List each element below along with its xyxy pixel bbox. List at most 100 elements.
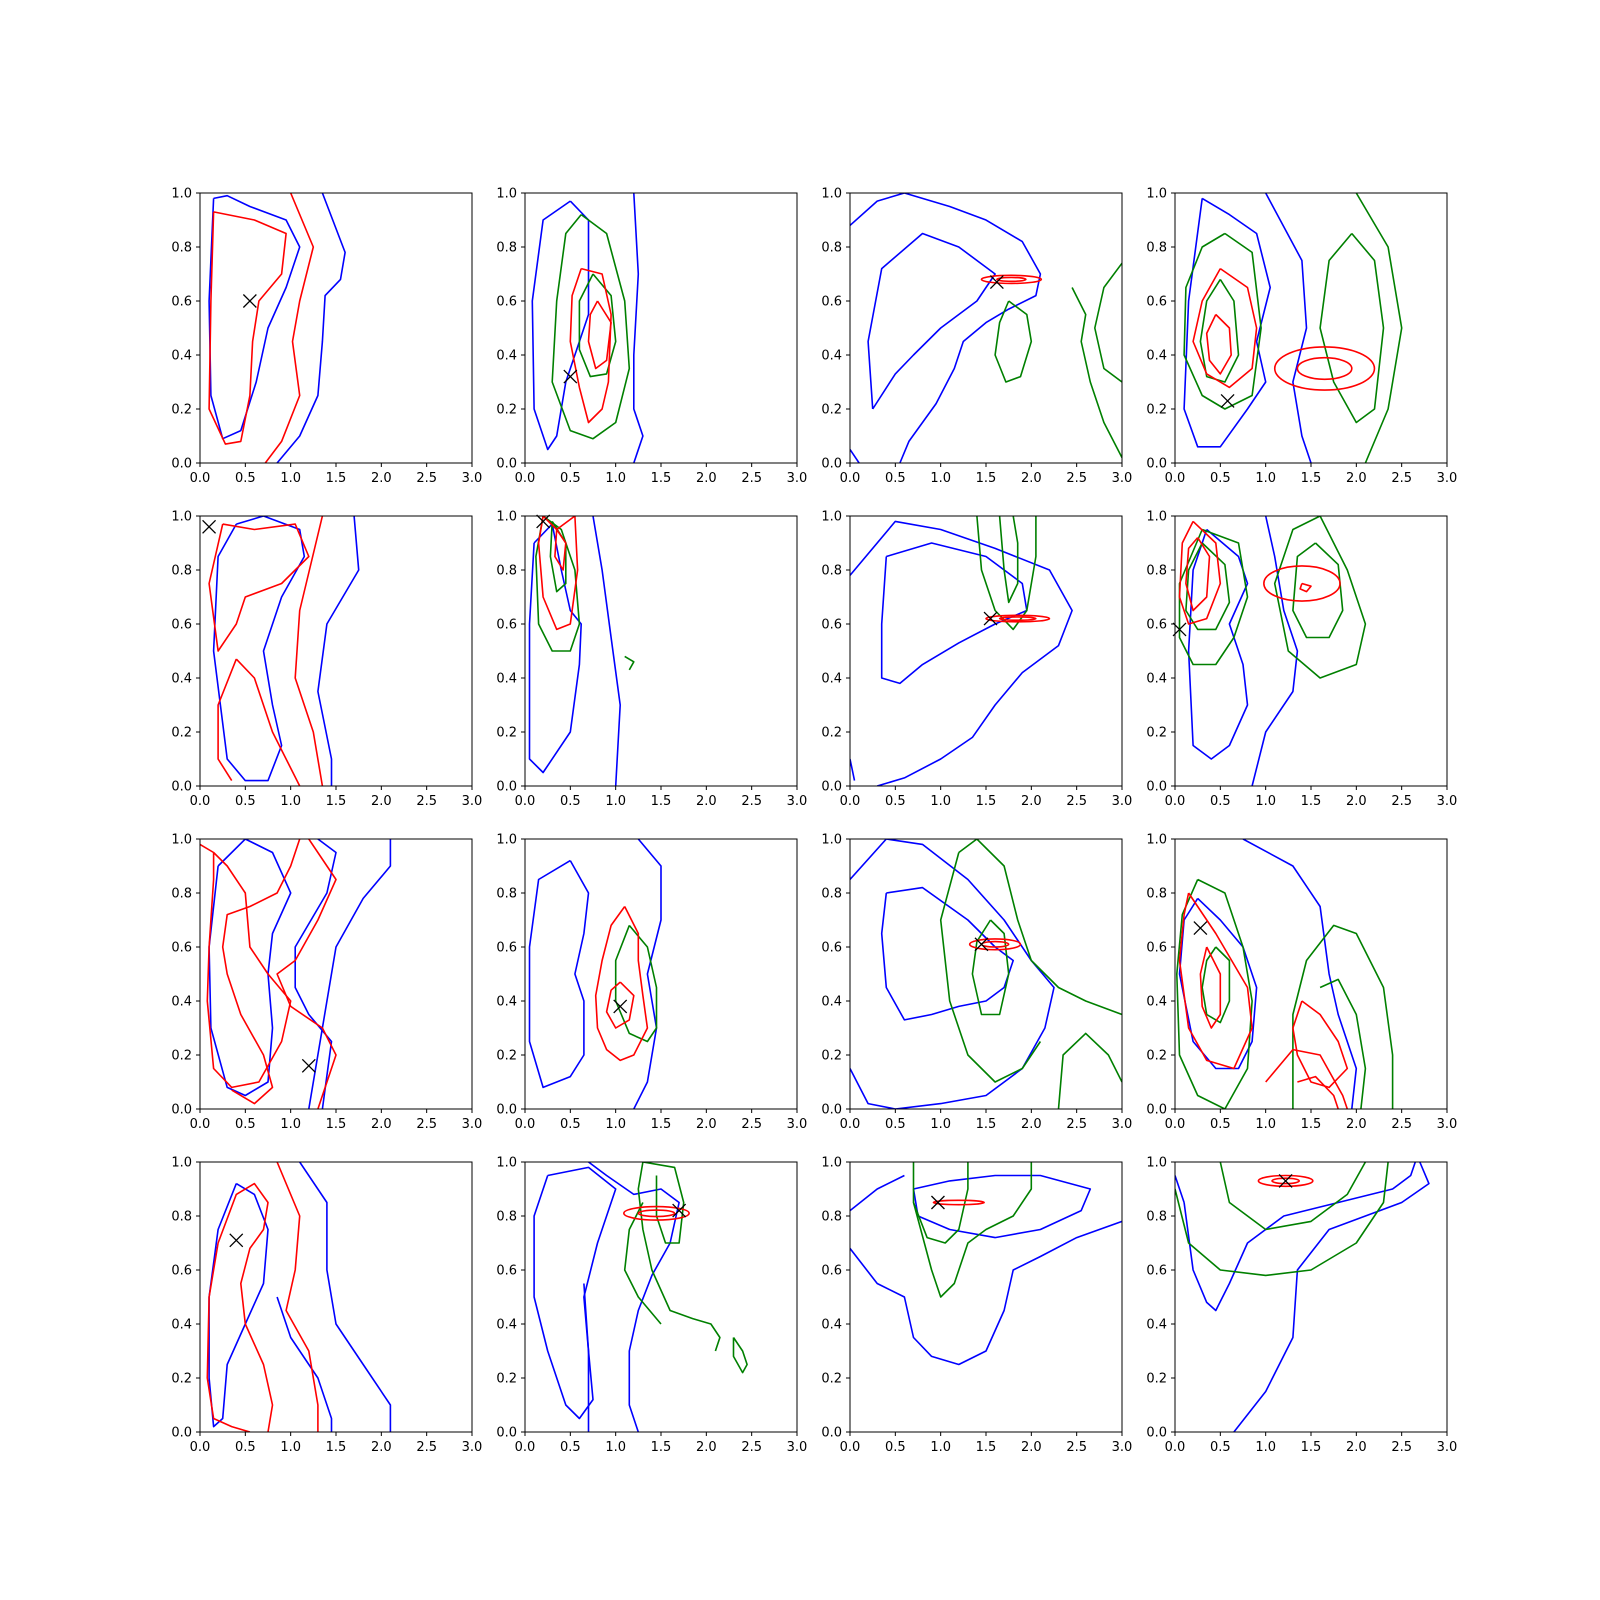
red-contour-line xyxy=(264,193,315,463)
blue-contour-line xyxy=(208,194,301,440)
y-tick-label: 0.8 xyxy=(1146,887,1167,902)
x-marker xyxy=(536,514,551,529)
axes-frame xyxy=(199,192,473,464)
red-contour-line xyxy=(1192,267,1258,389)
y-tick-label: 1.0 xyxy=(171,510,192,525)
green-contour-line xyxy=(976,516,1037,631)
y-tick-label: 0.4 xyxy=(1146,995,1167,1010)
x-tick-label: 2.5 xyxy=(416,471,437,486)
red-contour-line xyxy=(217,658,238,782)
red-contour-line xyxy=(980,274,1043,285)
contour-layer xyxy=(1178,516,1367,786)
x-tick-label: 2.0 xyxy=(371,1440,392,1455)
green-contour-line xyxy=(1185,542,1231,631)
x-tick-label: 2.0 xyxy=(1346,794,1367,809)
blue-contour-line xyxy=(533,1166,617,1420)
red-contour-line xyxy=(996,276,1027,283)
x-tick-label: 0.5 xyxy=(235,1117,256,1132)
green-contour-line xyxy=(1319,232,1385,424)
green-contour-line xyxy=(1292,924,1394,1109)
blue-contour-line xyxy=(531,200,590,451)
x-tick-label: 3.0 xyxy=(787,1117,808,1132)
y-tick-label: 0.6 xyxy=(1146,941,1167,956)
y-tick-label: 0.8 xyxy=(496,887,517,902)
x-tick-label: 1.5 xyxy=(326,1440,347,1455)
x-tick-label: 3.0 xyxy=(462,1117,483,1132)
x-tick-label: 1.5 xyxy=(326,1117,347,1132)
y-tick-label: 0.4 xyxy=(821,995,842,1010)
x-tick-label: 0.5 xyxy=(885,471,906,486)
blue-contour-line xyxy=(1183,1162,1417,1312)
x-tick-label: 0.0 xyxy=(840,1117,861,1132)
x-marker xyxy=(202,519,217,534)
x-tick-label: 0.0 xyxy=(515,471,536,486)
blue-contour-line xyxy=(850,1220,1122,1366)
x-tick-label: 1.0 xyxy=(1255,1117,1276,1132)
x-tick-label: 0.0 xyxy=(515,1117,536,1132)
blue-contour-line xyxy=(276,193,346,463)
x-tick-label: 2.0 xyxy=(1346,471,1367,486)
subplot-1-1: 0.0 0.5 1.0 1.5 2.0 2.5 3.0 0.0 0.2 0.4 0.6 0.8 1.0 xyxy=(171,187,482,487)
x-tick-label: 0.0 xyxy=(190,471,211,486)
axes-frame xyxy=(199,1161,473,1433)
y-tick-label: 0.0 xyxy=(496,1426,517,1441)
y-tick-label: 0.4 xyxy=(496,995,517,1010)
axes-frame xyxy=(849,192,1123,464)
green-contour-line xyxy=(994,300,1033,383)
y-tick-label: 1.0 xyxy=(171,187,192,202)
red-contour-line xyxy=(206,1242,251,1432)
y-tick-label: 0.0 xyxy=(1146,1103,1167,1118)
x-tick-label: 2.5 xyxy=(1066,1440,1087,1455)
y-tick-label: 0.8 xyxy=(821,1210,842,1225)
y-tick-label: 0.4 xyxy=(496,672,517,687)
y-tick-label: 0.6 xyxy=(1146,1264,1167,1279)
x-tick-label: 2.0 xyxy=(1021,1117,1042,1132)
axes-frame xyxy=(524,1161,798,1433)
x-tick-label: 1.5 xyxy=(1301,794,1322,809)
y-tick-label: 0.0 xyxy=(1146,780,1167,795)
blue-contour-line xyxy=(1183,197,1271,448)
blue-contour-line xyxy=(867,232,996,410)
x-tick-label: 3.0 xyxy=(1437,1117,1458,1132)
y-tick-label: 0.4 xyxy=(1146,1318,1167,1333)
x-tick-label: 1.0 xyxy=(605,1440,626,1455)
green-contour-line xyxy=(624,655,635,671)
blue-contour-line xyxy=(1233,1162,1430,1432)
blue-contour-line xyxy=(850,520,1073,786)
x-tick-label: 3.0 xyxy=(787,1440,808,1455)
y-tick-label: 0.2 xyxy=(496,1372,517,1387)
x-marker xyxy=(229,1233,244,1248)
green-contour-line xyxy=(637,1162,721,1352)
x-tick-label: 2.0 xyxy=(371,471,392,486)
x-marker xyxy=(983,611,998,626)
red-contour-line xyxy=(594,906,649,1062)
green-contour-line xyxy=(732,1337,748,1374)
y-tick-label: 1.0 xyxy=(171,833,192,848)
x-tick-label: 1.0 xyxy=(280,1117,301,1132)
y-tick-label: 0.4 xyxy=(821,349,842,364)
blue-contour-line xyxy=(1242,839,1358,1109)
subplot-1-2: 0.0 0.5 1.0 1.5 2.0 2.5 3.0 0.0 0.2 0.4 0.6 0.8 1.0 xyxy=(496,187,807,487)
red-contour-line xyxy=(1265,1048,1349,1109)
y-tick-label: 0.8 xyxy=(496,1210,517,1225)
red-contour-line xyxy=(569,267,612,424)
subplot-2-1: 0.0 0.5 1.0 1.5 2.0 2.5 3.0 0.0 0.2 0.4 0.6 0.8 1.0 xyxy=(171,510,482,810)
x-tick-label: 1.0 xyxy=(1255,471,1276,486)
red-contour-line xyxy=(1271,1177,1301,1185)
x-tick-label: 2.0 xyxy=(371,794,392,809)
green-contour-line xyxy=(912,1162,1033,1298)
x-tick-label: 2.5 xyxy=(416,1117,437,1132)
x-tick-label: 2.0 xyxy=(696,471,717,486)
blue-contour-line xyxy=(1264,193,1312,463)
green-contour-line xyxy=(1175,1162,1389,1277)
y-tick-label: 0.2 xyxy=(821,1049,842,1064)
contour-layer xyxy=(850,839,1122,1109)
x-tick-label: 0.0 xyxy=(1165,1440,1186,1455)
x-marker xyxy=(989,275,1004,290)
x-tick-label: 0.5 xyxy=(560,471,581,486)
y-tick-label: 0.4 xyxy=(171,349,192,364)
x-tick-label: 3.0 xyxy=(1112,1117,1133,1132)
blue-contour-line xyxy=(850,449,860,463)
y-tick-label: 0.0 xyxy=(821,1426,842,1441)
x-tick-label: 0.5 xyxy=(560,1117,581,1132)
